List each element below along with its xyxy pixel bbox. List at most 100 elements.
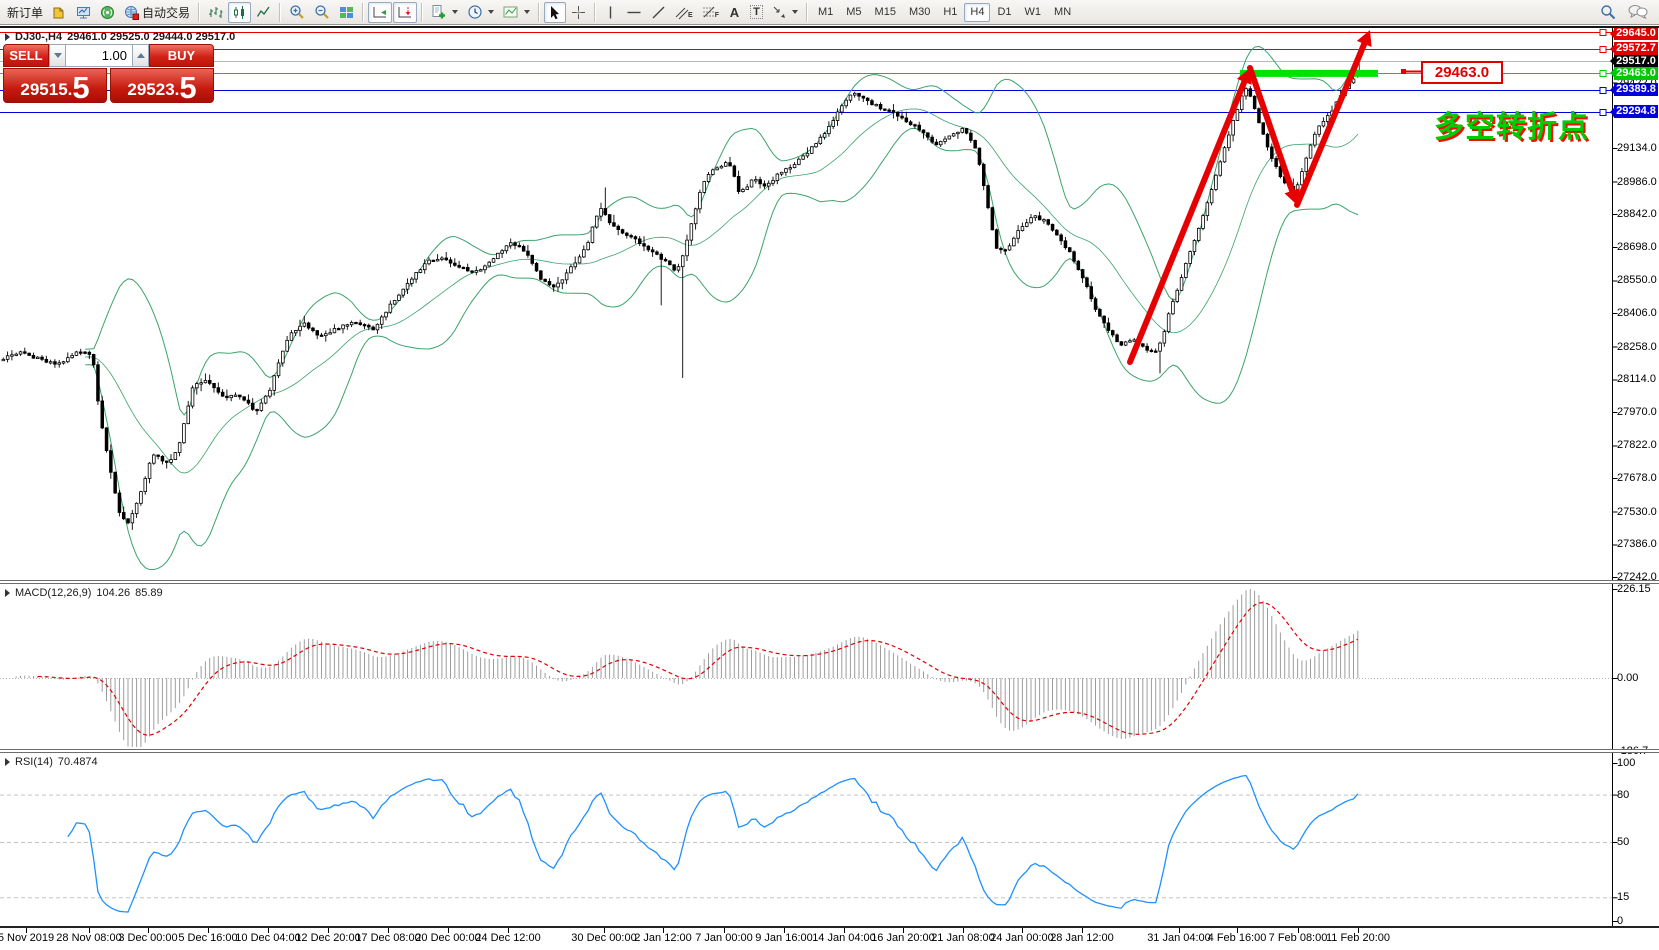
price-tick-label: 27970.0 — [1617, 405, 1657, 418]
tab-timeframe-h1[interactable]: H1 — [937, 3, 963, 22]
chart-shift-button[interactable] — [393, 1, 418, 23]
price-tick-label: 28406.0 — [1617, 307, 1657, 320]
toolbar-right-group — [1596, 2, 1656, 23]
vertical-line-tool-button[interactable] — [600, 2, 621, 23]
tile-windows-icon — [340, 6, 354, 18]
signals-button[interactable] — [96, 2, 119, 23]
turning-point-annotation[interactable]: 多空转折点 — [1434, 111, 1589, 144]
candlestick-chart-button[interactable] — [228, 1, 252, 23]
equidistant-channel-tool-button[interactable]: E — [671, 2, 697, 23]
dropdown-arrow-icon — [524, 10, 531, 14]
new-order-dropdown-button[interactable] — [427, 2, 462, 23]
tab-timeframe-d1[interactable]: D1 — [991, 3, 1017, 22]
globe-icon — [125, 5, 140, 20]
period-dropdown-button[interactable] — [463, 2, 498, 23]
triangle-down-icon — [53, 53, 62, 58]
time-tick-label: 3 Dec 00:00 — [118, 932, 178, 944]
time-tick-label: 28 Jan 12:00 — [1050, 932, 1114, 944]
fibonacci-icon — [702, 6, 715, 17]
text-label-tool-button[interactable]: T — [746, 2, 767, 23]
buy-price-display[interactable]: 29523. 5 — [110, 68, 214, 103]
zoom-in-button[interactable] — [285, 2, 309, 23]
crosshair-tool-button[interactable] — [567, 2, 590, 23]
time-tick-label: 12 Dec 20:00 — [295, 932, 361, 944]
time-tick-label: 7 Jan 00:00 — [695, 932, 753, 944]
tab-timeframe-h4[interactable]: H4 — [964, 2, 991, 22]
tab-timeframe-w1[interactable]: W1 — [1019, 3, 1048, 22]
price-tick-label: 28698.0 — [1617, 240, 1657, 253]
timeframe-group: M1 M5 M15 M30 H1 H4 D1 W1 MN — [812, 2, 1077, 22]
sell-price: 29515. — [20, 80, 73, 99]
time-tick-label: 5 Nov 2019 — [0, 932, 55, 944]
order-plus-icon — [432, 5, 446, 19]
macd-panel-area[interactable] — [0, 584, 1612, 749]
time-axis-line — [0, 926, 1659, 928]
channel-icon — [675, 7, 689, 19]
horizontal-line-tool-button[interactable] — [622, 2, 646, 23]
sell-price-display[interactable]: 29515. 5 — [3, 68, 107, 103]
volume-input[interactable] — [66, 44, 132, 67]
bar-chart-button[interactable] — [204, 2, 227, 23]
price-tag-29463.0: 29463.0 — [1610, 66, 1658, 80]
time-tick-label: 14 Jan 04:00 — [812, 932, 876, 944]
price-axis-labels: 29422.029278.029134.028986.028842.028698… — [1610, 27, 1659, 927]
text-tool-button[interactable]: A — [724, 2, 745, 23]
rsi-scale-label: 50 — [1617, 836, 1630, 848]
indicators-dropdown-button[interactable] — [499, 2, 534, 23]
volume-decrease-button[interactable] — [49, 44, 66, 67]
expert-advisors-button[interactable] — [48, 2, 71, 23]
triangle-up-icon — [136, 53, 145, 58]
chart-window-button[interactable] — [72, 2, 95, 23]
clock-icon — [468, 5, 482, 19]
time-tick-label: 9 Jan 16:00 — [755, 932, 813, 944]
time-tick-label: 16 Jan 20:00 — [871, 932, 935, 944]
sell-button[interactable]: SELL — [3, 44, 49, 67]
cursor-icon — [551, 5, 560, 19]
symbol-title: DJ30-,H4 — [15, 31, 63, 43]
text-label-icon: T — [750, 5, 763, 19]
chat-button[interactable] — [1624, 2, 1652, 23]
rsi-panel-area[interactable] — [0, 753, 1612, 926]
tab-timeframe-m1[interactable]: M1 — [812, 3, 839, 22]
main-chart-area[interactable] — [0, 29, 1612, 580]
zoom-out-button[interactable] — [310, 2, 334, 23]
buy-button[interactable]: BUY — [149, 44, 214, 67]
tab-timeframe-mn[interactable]: MN — [1048, 3, 1077, 22]
toolbar-separator — [421, 2, 424, 22]
rsi-name: RSI(14) — [15, 756, 53, 768]
volume-increase-button[interactable] — [132, 44, 149, 67]
line-chart-button[interactable] — [252, 2, 275, 23]
time-tick-label: 10 Dec 04:00 — [235, 932, 301, 944]
auto-trading-label: 自动交易 — [142, 5, 191, 20]
trendline-tool-button[interactable] — [647, 2, 670, 23]
search-button[interactable] — [1596, 2, 1620, 23]
symbol-caret-icon — [5, 33, 10, 41]
new-order-button[interactable]: 新订单 — [3, 2, 47, 23]
time-tick-label: 28 Nov 08:00 — [56, 932, 122, 944]
channel-glyph: E — [688, 11, 693, 19]
symbol-ohlc: 29461.0 29525.0 29444.0 29517.0 — [67, 31, 236, 43]
cursor-tool-button[interactable] — [544, 1, 567, 23]
rsi-scale-label: 15 — [1617, 891, 1630, 904]
toolbar-separator — [594, 2, 597, 22]
time-tick-label: 24 Dec 12:00 — [475, 932, 541, 944]
crosshair-icon — [572, 5, 586, 19]
fibonacci-tool-button[interactable]: F — [698, 2, 723, 23]
macd-name: MACD(12,26,9) — [15, 587, 92, 599]
rsi-scale-label: 0 — [1617, 915, 1624, 927]
price-tick-label: 28114.0 — [1617, 373, 1656, 386]
arrows-tool-button[interactable] — [768, 2, 802, 23]
time-tick-label: 31 Jan 04:00 — [1147, 932, 1211, 944]
main-macd-separator[interactable] — [0, 580, 1659, 584]
price-callout-box[interactable]: 29463.0 — [1421, 61, 1503, 84]
macd-rsi-separator[interactable] — [0, 749, 1659, 753]
tile-windows-button[interactable] — [335, 2, 358, 23]
auto-scroll-button[interactable] — [368, 1, 393, 23]
monitor-icon — [77, 6, 91, 18]
tab-timeframe-m5[interactable]: M5 — [840, 3, 867, 22]
price-tag-29517.0: 29517.0 — [1610, 54, 1658, 68]
tab-timeframe-m15[interactable]: M15 — [869, 3, 902, 22]
tab-timeframe-m30[interactable]: M30 — [903, 3, 936, 22]
auto-trading-button[interactable]: 自动交易 — [120, 2, 194, 23]
